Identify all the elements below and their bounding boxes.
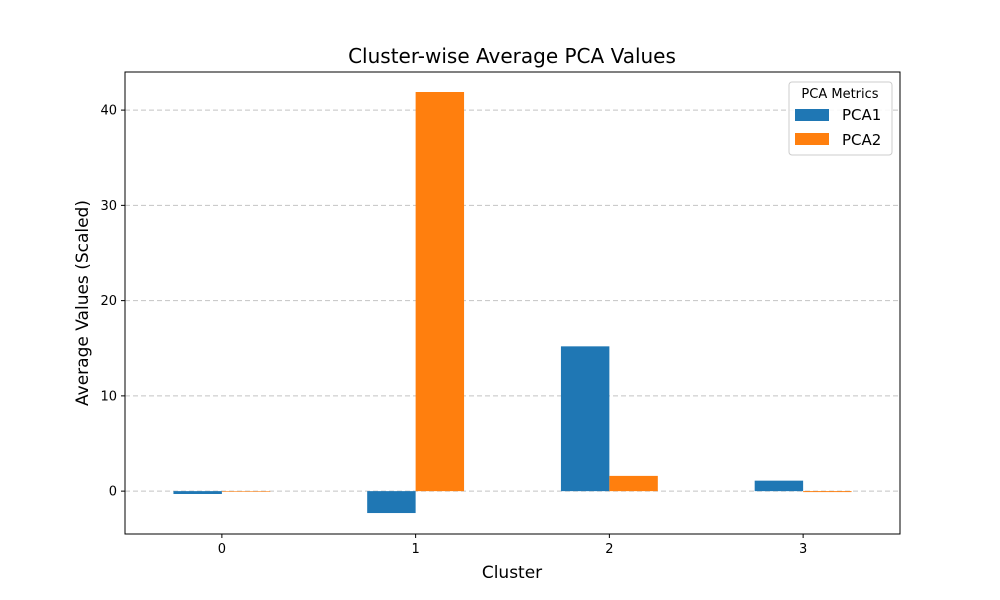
y-axis-label: Average Values (Scaled) [73,200,93,406]
x-tick-label-3: 3 [799,542,807,557]
x-tick-label-2: 2 [605,542,613,557]
y-axis-ticks: 0 10 20 30 40 [100,104,125,500]
bar-pca1-cluster-2 [560,346,610,492]
bar-pca2-cluster-1 [415,92,465,492]
bar-pca2-cluster-2 [609,475,658,492]
bar-pca1-cluster-0 [173,491,222,494]
legend-swatch-pca2 [795,133,829,145]
legend-title: PCA Metrics [801,87,878,102]
legend-label-pca2: PCA2 [842,131,881,149]
bar-pca1-cluster-1 [367,491,416,514]
bars [173,92,852,514]
x-tick-label-0: 0 [218,542,226,557]
x-tick-label-1: 1 [411,542,419,557]
chart-title: Cluster-wise Average PCA Values [348,44,676,68]
y-tick-label-30: 30 [100,199,117,214]
y-tick-label-20: 20 [100,294,117,309]
legend-label-pca1: PCA1 [842,106,881,124]
bar-pca1-cluster-3 [754,480,804,492]
x-axis-label: Cluster [482,563,542,583]
plot-frame [124,71,901,535]
bar-pca2-cluster-0 [221,491,271,492]
x-axis-ticks: 0 1 2 3 [218,534,807,557]
gridlines [125,109,900,492]
y-tick-label-10: 10 [100,389,117,404]
legend: PCA Metrics PCA1 PCA2 [788,81,893,156]
legend-swatch-pca1 [795,109,829,121]
y-tick-label-0: 0 [109,485,117,500]
y-tick-label-40: 40 [100,104,117,119]
bar-pca2-cluster-3 [803,491,852,493]
